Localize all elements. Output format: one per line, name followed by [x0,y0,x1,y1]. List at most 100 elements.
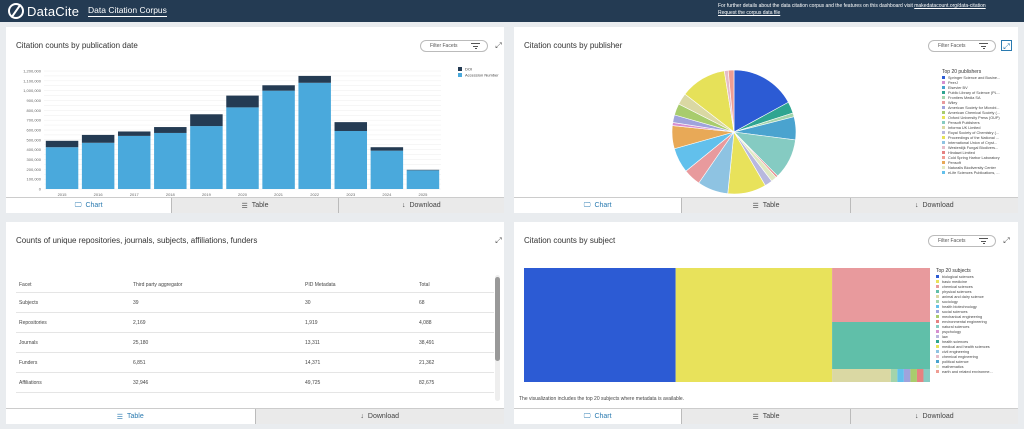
datacite-logo[interactable]: DataCite [8,3,79,19]
table-cell: 4,088 [419,319,432,326]
legend-swatch [936,310,939,313]
x-tick-label: 2019 [202,192,212,197]
panel-title: Citation counts by publication date [16,41,138,50]
tab-chart[interactable]: 🖵 Chart [514,409,683,424]
bar-accession [226,107,259,189]
bar-doi [226,95,259,108]
legend-swatch [936,305,939,308]
legend-swatch [942,111,945,114]
table-cell: 6,851 [133,359,146,366]
scrollbar-thumb[interactable] [495,277,500,361]
legend-swatch [942,76,945,79]
legend-label: medical and health sciences [942,345,990,349]
tab-table[interactable]: ☰ Table [682,409,851,424]
scrollbar[interactable] [495,275,500,401]
legend-swatch-doi [458,67,462,71]
table-cell: 32,946 [133,379,149,386]
tab-table-label: Table [762,413,780,420]
table-cell: Funders [19,359,38,366]
filter-facets-button[interactable]: Filter Facets [928,235,996,247]
tab-table-label: Table [127,413,144,420]
tab-chart[interactable]: 🖵 Chart [514,198,683,213]
download-icon: ↓ [402,202,406,209]
bar-chart: 0 100,000 200,000 300,000 400,000 500,000 600,… [23,67,499,198]
legend-swatch-accession [458,73,462,77]
legend-swatch [936,300,939,303]
tab-table-label: Table [251,202,269,209]
table-cell: 2,169 [133,319,146,326]
legend-label: basic medicine [942,280,967,284]
tab-download[interactable]: ↓ Download [850,198,1018,213]
tab-table[interactable]: ☰ Table [6,409,256,424]
tab-download-label: Download [922,202,954,209]
tab-download[interactable]: ↓ Download [338,198,504,213]
filter-facets-button[interactable]: Filter Facets [928,40,996,52]
legend-swatch [936,370,939,373]
facets-table: Facet Third party aggregator PID Metadata T… [16,277,494,393]
legend-label: Public Library of Science (PL... [948,91,1000,95]
legend-swatch [936,320,939,323]
bar-accession [334,130,368,189]
legend-swatch [942,171,945,174]
legend-label: Royal Society of Chemistry (... [948,131,999,135]
corpus-tab[interactable]: Data Citation Corpus [88,5,167,17]
legend-label: eLife Sciences Publications, ... [948,171,1000,175]
legend-label: law [942,335,948,339]
legend-label: environmental engineering [942,320,987,324]
tab-download-label: Download [367,413,400,420]
expand-icon[interactable]: ⤢ [1001,40,1012,51]
treemap-cell [675,268,833,382]
legend-swatch [936,285,939,288]
monitor-icon: 🖵 [583,412,591,420]
treemap-cell [903,369,911,382]
datacite-logo-icon [8,3,24,19]
subject-panel: Citation counts by subject Filter Facets… [514,222,1018,424]
expand-icon[interactable]: ⤢ [495,41,502,50]
legend-swatch [936,335,939,338]
table-cell: Affiliations [19,379,42,386]
filter-icon [471,43,480,49]
legend-label: Naturalis Biodiversity Center [948,166,997,170]
legend-swatch [936,350,939,353]
list-icon: ☰ [116,413,124,421]
publisher-panel: Citation counts by publisher Filter Face… [514,27,1018,213]
tab-download[interactable]: ↓ Download [255,409,504,424]
legend-swatch [936,280,939,283]
pie-slice [727,69,735,133]
tab-table[interactable]: ☰ Table [172,198,339,213]
list-icon: ☰ [241,202,248,210]
table-cell: 39 [133,299,139,306]
tab-download-label: Download [922,413,954,420]
table-cell: 68 [419,299,425,306]
treemap-cell [916,369,924,382]
legend-label: Springer Science and Busine... [948,76,1000,80]
table-row: Funders 6,851 14,371 21,362 [16,353,494,373]
request-corpus-link[interactable]: Request the corpus data file [718,10,781,16]
legend-label: mathematics [942,365,964,369]
treemap-cell [910,369,917,382]
list-icon: ☰ [752,413,759,421]
notice-link[interactable]: makedatacount.org/data-citation [914,3,986,9]
y-tick-label: 600,000 [27,128,42,133]
legend-label: chemical sciences [942,285,973,289]
filter-facets-button[interactable]: Filter Facets [420,40,488,52]
chart-note: The visualization includes the top 20 su… [519,396,685,402]
x-tick-label: 2024 [382,192,392,197]
treemap-cell [897,369,904,382]
x-tick-label: 2023 [346,192,356,197]
filter-icon [979,238,988,244]
legend-label-accession: Accession Number [465,73,499,78]
expand-icon[interactable]: ⤢ [1003,236,1010,245]
bar-accession [262,90,295,189]
legend-label: sociology [942,300,958,304]
tab-chart-label: Chart [594,202,612,209]
tab-download[interactable]: ↓ Download [850,409,1018,424]
table-cell: 14,371 [305,359,321,366]
expand-icon[interactable]: ⤢ [495,236,502,245]
tab-table[interactable]: ☰ Table [682,198,851,213]
y-tick-label: 900,000 [27,98,42,103]
tab-chart[interactable]: 🖵 Chart [6,198,173,213]
legend-swatch [942,161,945,164]
legend-label-doi: DOI [465,67,472,72]
y-tick-label: 1,000,000 [23,88,42,93]
